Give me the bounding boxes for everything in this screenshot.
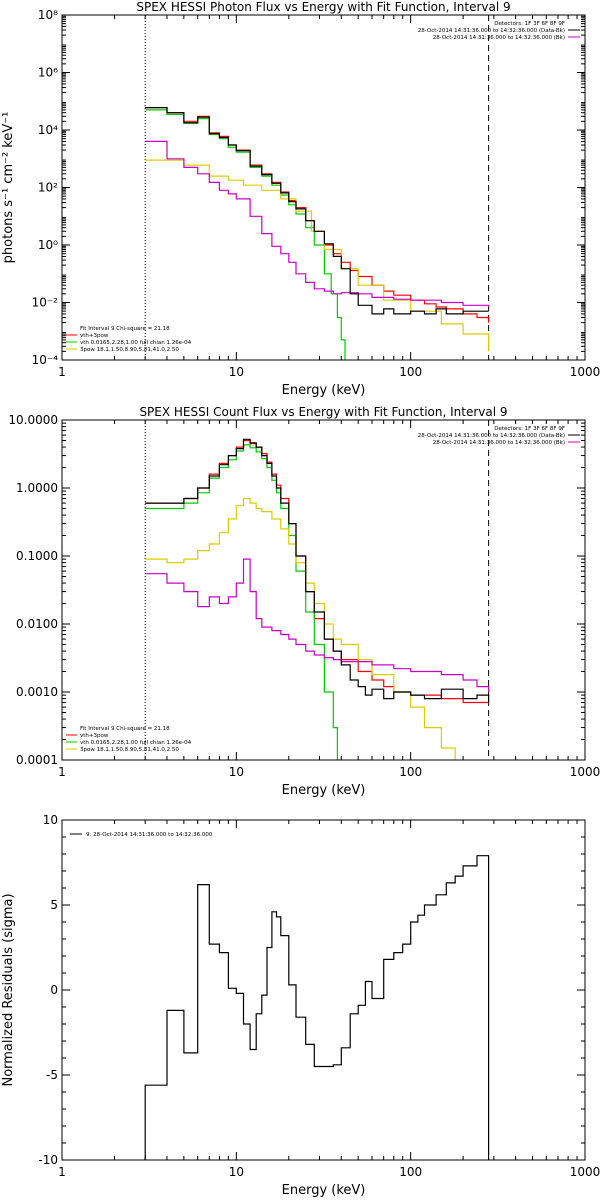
y-tick-label: 0.0100	[16, 617, 58, 631]
y-tick-label: 0.0001	[16, 753, 58, 767]
series-line-vth-3pow	[145, 107, 490, 323]
residuals-panel: 1 10 100 1000 -10 -5 0 5 10 Energy (keV) Normalize…	[1, 813, 600, 1198]
x-tick-label: 1	[58, 365, 66, 379]
x-tick-label: 1000	[570, 1165, 600, 1179]
legend-entry: Detectors: 1F 3F 6F 8F 9F	[494, 426, 565, 432]
plot-frame	[61, 419, 586, 761]
series-line-bk	[145, 140, 490, 307]
y-tick-label: 0.0010	[16, 685, 58, 699]
series-line-3pow-18-1-1-50-8-90-5-81-41-0-2-50	[145, 159, 490, 352]
count-flux-panel: SPEX HESSI Count Flux vs Energy with Fit…	[8, 405, 600, 798]
y-tick-label: 5	[50, 898, 58, 912]
y-tick-label: 10	[43, 813, 58, 827]
y-tick-label: 0	[50, 983, 58, 997]
chart-title: SPEX HESSI Photon Flux vs Energy with Fi…	[136, 0, 510, 14]
legend-entry: 28-Oct-2014 14:31:36.000 to 14:32:36.000…	[418, 433, 565, 439]
x-tick-label: 10	[229, 1165, 244, 1179]
y-tick-label: -10	[38, 1153, 58, 1167]
y-tick-label: 10⁶	[38, 66, 58, 80]
legend-entry: 28-Oct-2014 14:31:36.000 to 14:32:36.000…	[433, 440, 565, 446]
y-tick-label: 10⁻⁴	[32, 353, 59, 367]
x-axis-label: Energy (keV)	[282, 783, 366, 798]
legend-entry: 9: 28-Oct-2014 14:31:36.000 to 14:32:36.…	[86, 832, 213, 838]
x-tick-label: 1	[58, 765, 66, 779]
series-line-vth-0-0165-2-28-1-00	[145, 444, 342, 760]
y-tick-label: 10⁰	[38, 238, 58, 252]
x-tick-label: 1000	[570, 365, 600, 379]
series-line-residuals	[144, 855, 490, 1160]
x-tick-label: 100	[399, 765, 422, 779]
x-tick-label: 10	[229, 765, 244, 779]
x-axis-label: Energy (keV)	[282, 1183, 366, 1198]
legend-entry: 3pow 18.1,1.50,8.90,5.81,41.0,2.50	[80, 347, 179, 353]
y-tick-label: 10⁸	[38, 8, 58, 22]
y-axis-label: Normalized Residuals (sigma)	[1, 893, 16, 1086]
plot-frame	[61, 14, 586, 361]
x-tick-label: 1000	[570, 765, 600, 779]
series-line-bk	[145, 558, 490, 692]
x-tick-label: 100	[399, 1165, 422, 1179]
x-tick-label: 100	[399, 365, 422, 379]
series-line-data-bk	[145, 107, 489, 315]
legend-entry: Fit Interval 9 Chi-square = 21.18	[80, 726, 170, 732]
chart-title: SPEX HESSI Count Flux vs Energy with Fit…	[139, 405, 507, 419]
y-tick-label: 10⁴	[38, 123, 58, 137]
legend-entry: 3pow 18.1,1.50,8.90,5.81,41.0,2.50	[80, 747, 179, 753]
plot-frame	[61, 819, 586, 1161]
legend-entry: vth+3pow	[80, 333, 109, 339]
legend-entry: vth 0.0165,2.28,1.00 full chian 1.26e-04	[80, 340, 192, 346]
legend-entry: 28-Oct-2014 14:31:36.000 to 14:32:36.000…	[418, 28, 565, 34]
x-axis-label: Energy (keV)	[282, 383, 366, 398]
y-axis-label: photons s⁻¹ cm⁻² keV⁻¹	[1, 112, 16, 264]
x-tick-label: 10	[229, 365, 244, 379]
legend-entry: Detectors: 1F 3F 6F 8F 9F	[494, 21, 565, 27]
y-tick-label: 1.0000	[16, 481, 58, 495]
legend-entry: Fit Interval 9 Chi-square = 21.18	[80, 326, 170, 332]
legend-entry: 28-Oct-2014 14:31:36.000 to 14:32:36.000…	[433, 35, 565, 41]
y-tick-label: 10.0000	[8, 413, 58, 427]
series-line-vth-3pow	[145, 439, 489, 704]
x-tick-label: 1	[58, 1165, 66, 1179]
series-line-3pow-18-1-1-50-8-90-5-81-41-0-2-50	[145, 497, 456, 760]
photon-flux-panel: SPEX HESSI Photon Flux vs Energy with Fi…	[1, 0, 600, 398]
legend-entry: vth 0.0165,2.28,1.00 full chian 1.26e-04	[80, 740, 192, 746]
y-tick-label: 10⁻²	[32, 296, 59, 310]
series-line-data-bk	[145, 438, 490, 703]
y-tick-label: 10²	[38, 181, 58, 195]
series-line-vth-0-0165-2-28-1-00	[145, 109, 346, 360]
y-tick-label: -5	[46, 1068, 58, 1082]
legend-entry: vth+3pow	[80, 733, 109, 739]
y-tick-label: 0.1000	[16, 549, 58, 563]
